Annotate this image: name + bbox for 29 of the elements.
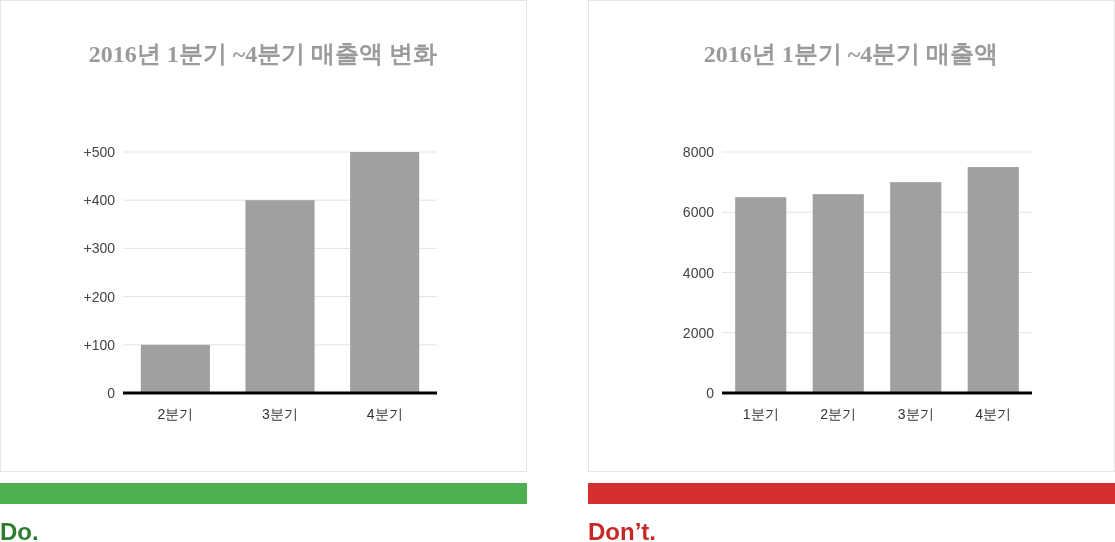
x-tick-label: 2분기 [157,406,194,422]
y-tick-label: 0 [706,385,715,401]
y-tick-label: 2000 [682,324,715,341]
x-tick-label: 4분기 [975,406,1012,422]
y-tick-label: 6000 [682,204,715,221]
y-tick-label: +400 [83,192,116,209]
y-tick-label: +300 [83,240,116,257]
bar [245,200,315,393]
bar [350,152,420,393]
x-tick-label: 4분기 [366,406,403,422]
y-tick-label: 4000 [682,264,715,281]
x-tick-label: 3분기 [897,406,934,422]
text: Do. [0,518,39,542]
bar [735,197,787,393]
x-tick-label: 3분기 [262,406,298,422]
text: Don’t. [588,518,656,542]
chart-title: 2016년 1분기 ~4분기 매출액 변화 [88,41,438,67]
y-tick-label: +200 [83,288,116,305]
bar [140,344,210,393]
y-tick-label: +100 [83,336,116,353]
y-tick-label: 8000 [682,144,715,160]
x-tick-label: 2분기 [820,406,857,422]
bar [967,167,1019,393]
x-tick-label: 1분기 [742,406,779,422]
chart-title: 2016년 1분기 ~4분기 매출액 [703,41,999,67]
y-tick-label: 0 [107,385,116,401]
y-tick-label: +500 [83,144,116,160]
bar [890,182,942,393]
bar [812,194,864,393]
